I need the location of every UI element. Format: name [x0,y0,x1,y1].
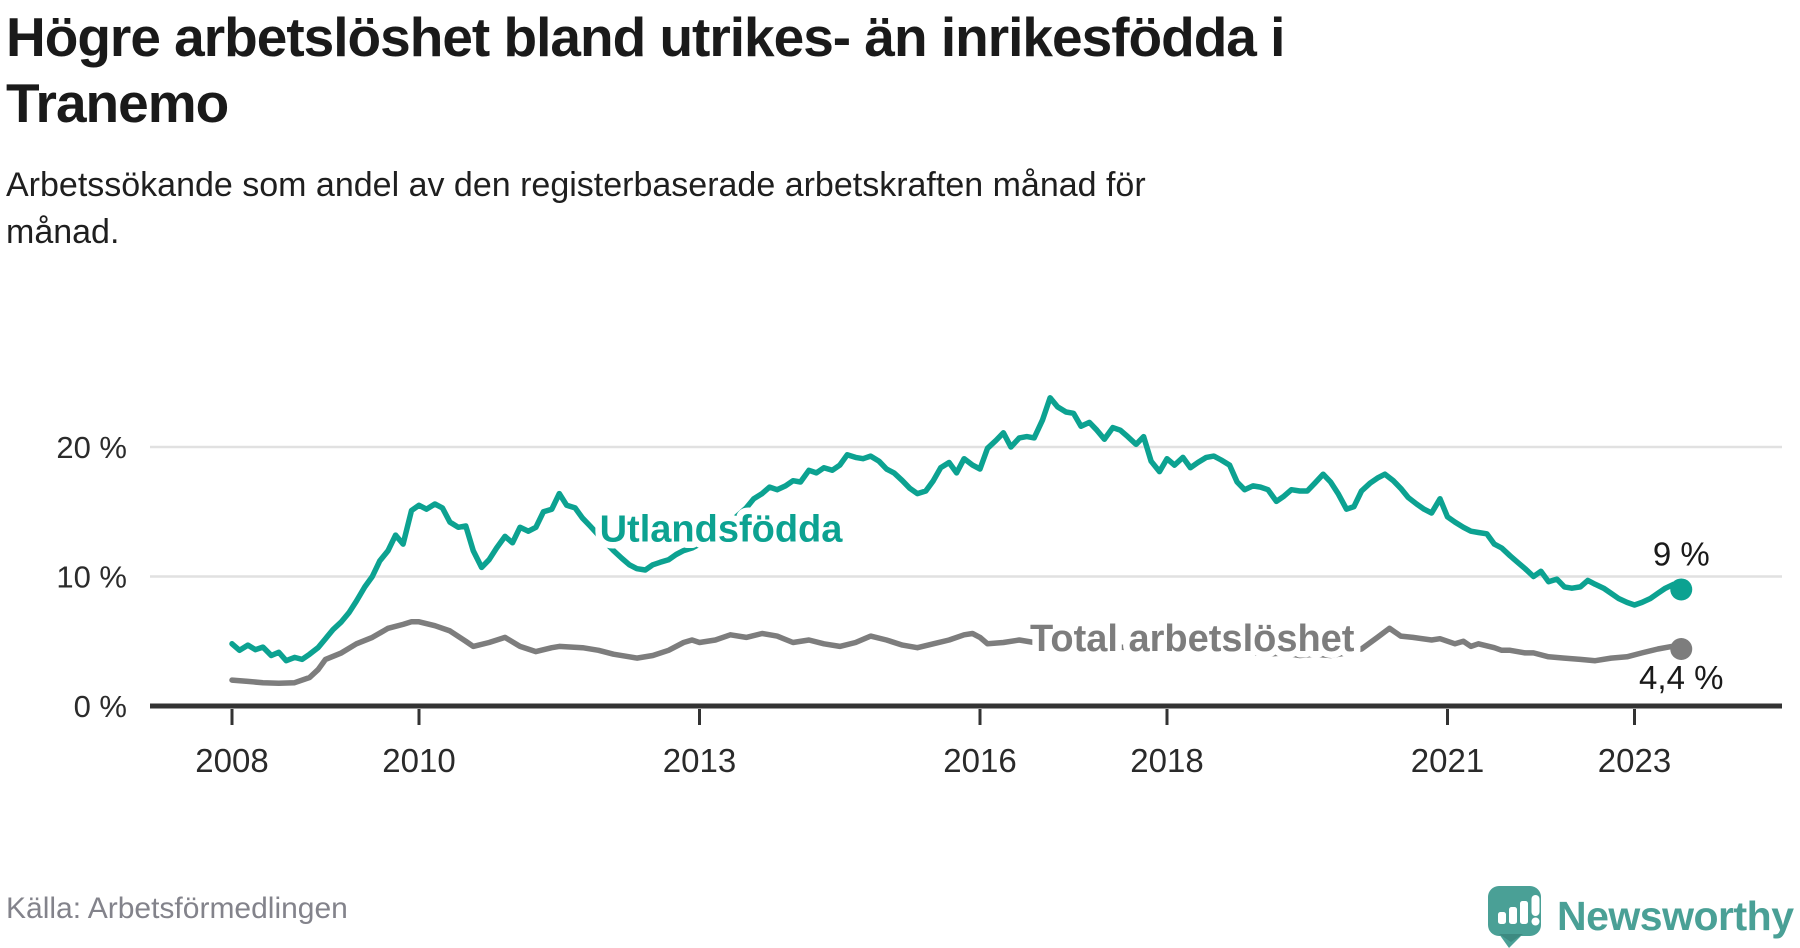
brand-name: Newsworthy [1557,893,1794,939]
series-label-utlandsfodda: Utlandsfödda [600,509,844,551]
y-axis-label-10: 10 % [56,560,127,595]
x-axis-label-2023: 2023 [1598,742,1671,779]
end-value-label-total: 4,4 % [1639,659,1723,696]
chart-subtitle: Arbetssökande som andel av den registerb… [6,162,1566,256]
end-dot-utlandsfodda [1670,578,1693,601]
x-axis-label-2008: 2008 [195,742,268,779]
newsworthy-logo: Newsworthy [1487,884,1794,948]
page-title: Högre arbetslöshet bland utrikes- än inr… [6,4,1766,136]
x-axis-label-2013: 2013 [663,742,736,779]
y-axis-label-0: 0 % [74,689,127,724]
series-line-total [229,619,1685,687]
x-axis-label-2021: 2021 [1411,742,1484,779]
newsworthy-bubble-icon [1488,886,1541,948]
subtitle-line-1: Arbetssökande som andel av den registerb… [6,166,1146,204]
x-axis-label-2016: 2016 [943,742,1016,779]
series-label-total: Total arbetslöshet [1030,618,1355,660]
x-axis-label-2018: 2018 [1130,742,1203,779]
end-value-label-utlandsfodda: 9 % [1653,535,1710,572]
source-note: Källa: Arbetsförmedlingen [6,892,348,925]
series-line-utlandsfodda [229,395,1685,664]
title-line-2: Tranemo [6,72,229,134]
title-line-1: Högre arbetslöshet bland utrikes- än inr… [6,6,1285,68]
x-axis-label-2010: 2010 [382,742,455,779]
y-axis-label-20: 20 % [56,430,127,465]
end-dot-total [1670,638,1693,661]
subtitle-line-2: månad. [6,213,120,251]
